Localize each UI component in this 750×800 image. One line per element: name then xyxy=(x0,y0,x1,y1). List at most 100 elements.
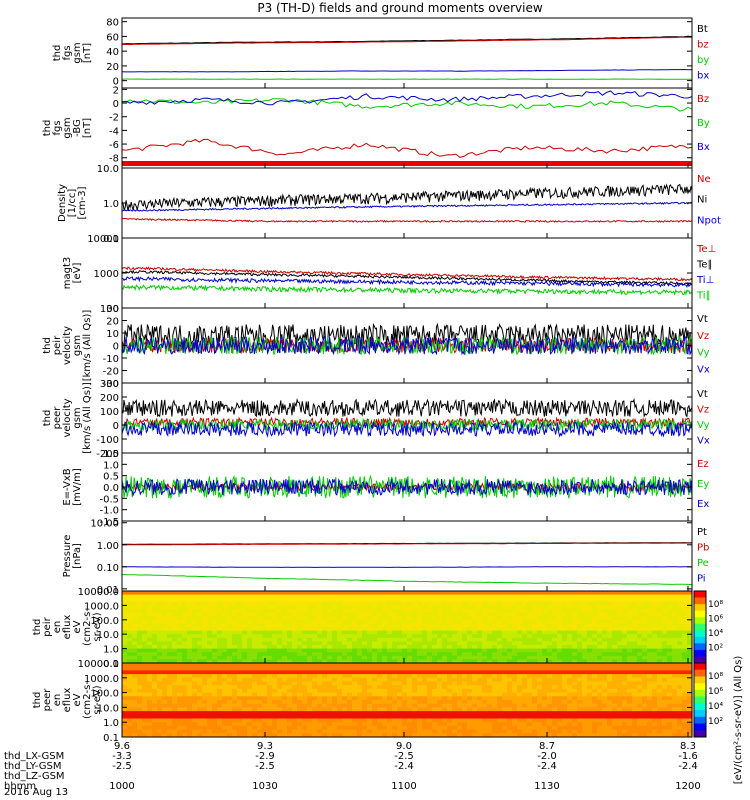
figure-title: P3 (TH-D) fields and ground moments over… xyxy=(257,1,542,15)
spectrogram-cell xyxy=(357,637,363,642)
spectrogram-cell xyxy=(377,655,383,660)
spectrogram-cell xyxy=(247,666,253,671)
spectrogram-cell xyxy=(307,591,313,596)
spectrogram-cell xyxy=(662,692,668,697)
spectrogram-cell xyxy=(187,711,193,716)
spectrogram-cell xyxy=(432,670,438,675)
spectrogram-cell xyxy=(252,609,258,614)
spectrogram-cell xyxy=(537,655,543,660)
spectrogram-cell xyxy=(512,609,518,614)
spectrogram-cell xyxy=(567,711,573,716)
spectrogram-cell xyxy=(387,674,393,679)
spectrogram-cell xyxy=(507,725,513,731)
spectrogram-cell xyxy=(157,645,163,650)
spectrogram-cell xyxy=(147,707,153,712)
spectrogram-cell xyxy=(642,609,648,614)
legend-Pe: Pe xyxy=(697,558,709,569)
spectrogram-cell xyxy=(652,729,658,734)
spectrogram-cell xyxy=(437,666,443,671)
spectrogram-cell xyxy=(267,623,273,628)
spectrogram-cell xyxy=(412,692,418,697)
spectrogram-cell xyxy=(617,677,623,683)
spectrogram-cell xyxy=(157,707,163,712)
spectrogram-cell xyxy=(192,645,198,650)
spectrogram-cell xyxy=(397,591,403,596)
spectrogram-cell xyxy=(497,634,503,639)
spectrogram-cell xyxy=(372,605,378,610)
spectrogram-cell xyxy=(287,733,293,738)
spectrogram-cell xyxy=(577,674,583,679)
spectrogram-cell xyxy=(272,637,278,642)
spectrogram-cell xyxy=(607,648,613,653)
spectrogram-cell xyxy=(167,700,173,705)
spectrogram-cell xyxy=(312,722,318,727)
spectrogram-cell xyxy=(487,692,493,697)
spectrogram-cell xyxy=(342,641,348,646)
spectrogram-cell xyxy=(522,601,528,606)
spectrogram-cell xyxy=(617,696,623,701)
spectrogram-cell xyxy=(297,648,303,653)
spectrogram-cell xyxy=(452,591,458,596)
spectrogram-cell xyxy=(522,645,528,650)
spectrogram-cell xyxy=(587,696,593,701)
spectrogram-cell xyxy=(202,707,208,712)
spectrogram-cell xyxy=(237,718,243,723)
spectrogram-cell xyxy=(397,616,403,621)
spectrogram-cell xyxy=(527,637,533,642)
spectrogram-cell xyxy=(547,707,553,712)
spectrogram-cell xyxy=(597,616,603,621)
spectrogram-cell xyxy=(662,722,668,727)
spectrogram-cell xyxy=(167,666,173,671)
spectrogram-cell xyxy=(687,627,693,632)
spectrogram-cell xyxy=(162,645,168,650)
spectrogram-cell xyxy=(682,641,688,646)
spectrogram-cell xyxy=(612,674,618,679)
spectrogram-cell xyxy=(492,652,498,657)
spectrogram-cell xyxy=(477,725,483,731)
spectrogram-cell xyxy=(332,681,338,686)
spectrogram-cell xyxy=(147,725,153,731)
colorbar-swatch xyxy=(694,696,706,704)
spectrogram-cell xyxy=(632,663,638,668)
spectrogram-cell xyxy=(567,655,573,660)
spectrogram-cell xyxy=(677,598,683,603)
spectrogram-cell xyxy=(327,670,333,675)
spectrogram-cell xyxy=(397,605,403,610)
spectrogram-cell xyxy=(532,601,538,606)
spectrogram-cell xyxy=(647,703,653,708)
spectrogram-cell xyxy=(252,722,258,727)
spectrogram-cell xyxy=(217,685,223,690)
spectrogram-cell xyxy=(682,722,688,727)
spectrogram-cell xyxy=(612,700,618,705)
spectrogram-cell xyxy=(602,627,608,632)
spectrogram-cell xyxy=(262,645,268,650)
spectrogram-cell xyxy=(542,685,548,690)
spectrogram-cell xyxy=(262,677,268,683)
spectrogram-cell xyxy=(667,725,673,731)
spectrogram-cell xyxy=(227,605,233,610)
spectrogram-cell xyxy=(152,714,158,720)
spectrogram-cell xyxy=(382,670,388,675)
spectrogram-cell xyxy=(137,677,143,683)
spectrogram-cell xyxy=(637,612,643,617)
spectrogram-cell xyxy=(602,707,608,712)
spectrogram-cell xyxy=(647,645,653,650)
spectrogram-cell xyxy=(672,714,678,720)
spectrogram-cell xyxy=(577,711,583,716)
spectrogram-cell xyxy=(122,652,128,657)
spectrogram-cell xyxy=(287,609,293,614)
spectrogram-cell xyxy=(182,641,188,646)
spectrogram-cell xyxy=(272,714,278,720)
spectrogram-cell xyxy=(332,670,338,675)
spectrogram-cell xyxy=(362,692,368,697)
spectrogram-cell xyxy=(462,670,468,675)
spectrogram-cell xyxy=(407,655,413,660)
spectrogram-cell xyxy=(412,623,418,628)
spectrogram-cell xyxy=(337,616,343,621)
spectrogram-cell xyxy=(242,703,248,708)
spectrogram-cell xyxy=(552,609,558,614)
spectrogram-cell xyxy=(267,616,273,621)
spectrogram-cell xyxy=(367,637,373,642)
spectrogram-cell xyxy=(277,670,283,675)
spectrogram-cell xyxy=(337,655,343,660)
